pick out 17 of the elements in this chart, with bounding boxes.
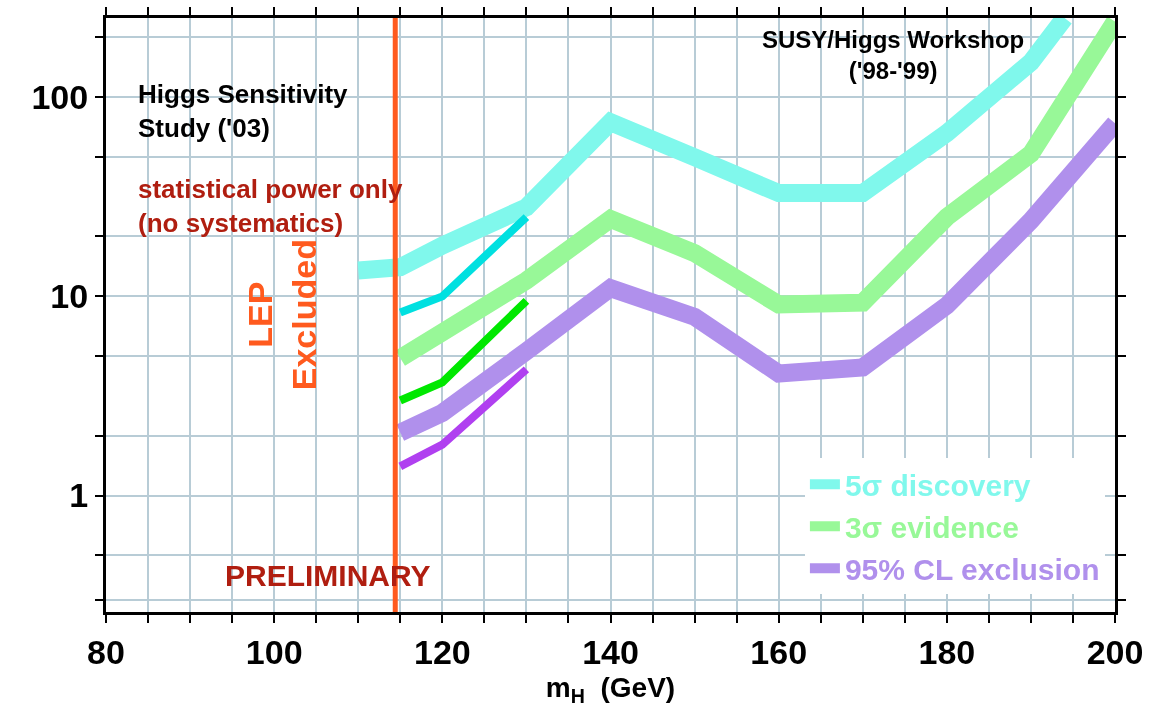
x-tick-label: 180 [918, 632, 976, 671]
y-tick-label: 1 [69, 476, 89, 515]
x-tick-label: 200 [1086, 632, 1144, 671]
y-tick-label: 10 [50, 277, 89, 316]
x-tick-label: 100 [245, 632, 303, 671]
legend-label: 95% CL exclusion [844, 552, 1100, 586]
annotation: Higgs Sensitivity Study ('03) [138, 79, 349, 143]
legend-label: 3σ evidence [844, 510, 1019, 544]
x-tick-label: 120 [413, 632, 471, 671]
x-axis-title: m$_{H}$ (GeV) [545, 671, 676, 707]
x-tick-label: 80 [87, 632, 125, 671]
y-tick-label: 100 [31, 78, 89, 117]
annotation: SUSY/Higgs Workshop ('98-'99) [762, 26, 1025, 85]
legend-label: 5σ discovery [844, 468, 1031, 502]
x-tick-label: 160 [750, 632, 808, 671]
x-tick-label: 140 [582, 632, 639, 671]
ref-line-label: LEP Excluded [241, 239, 324, 391]
